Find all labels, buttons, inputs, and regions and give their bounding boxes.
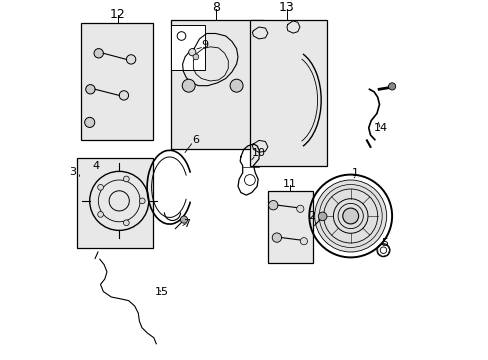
Text: 5: 5 xyxy=(381,238,387,248)
Bar xyxy=(170,20,264,149)
Circle shape xyxy=(126,55,136,64)
Circle shape xyxy=(84,117,95,127)
Circle shape xyxy=(230,79,243,92)
Circle shape xyxy=(296,205,303,212)
Text: 9: 9 xyxy=(201,40,208,50)
Bar xyxy=(170,25,204,70)
Circle shape xyxy=(85,85,95,94)
Circle shape xyxy=(188,49,196,56)
Circle shape xyxy=(272,233,281,242)
Text: 8: 8 xyxy=(212,1,220,14)
Circle shape xyxy=(318,212,326,221)
Bar xyxy=(77,158,152,248)
Text: 13: 13 xyxy=(278,1,294,14)
Circle shape xyxy=(123,220,129,226)
Circle shape xyxy=(268,201,277,210)
Circle shape xyxy=(98,184,103,190)
Circle shape xyxy=(387,83,395,90)
Text: 2: 2 xyxy=(308,211,315,221)
Text: 3: 3 xyxy=(69,167,76,177)
Text: 10: 10 xyxy=(251,148,265,158)
Circle shape xyxy=(342,208,358,224)
Circle shape xyxy=(94,49,103,58)
Text: 6: 6 xyxy=(192,135,199,145)
Text: 14: 14 xyxy=(373,123,387,133)
Circle shape xyxy=(98,212,103,217)
Circle shape xyxy=(193,54,199,60)
Circle shape xyxy=(119,91,128,100)
Circle shape xyxy=(123,176,129,182)
Bar xyxy=(249,20,326,166)
Text: 7: 7 xyxy=(182,219,189,229)
Text: 12: 12 xyxy=(110,8,125,21)
Circle shape xyxy=(314,180,386,252)
Text: 4: 4 xyxy=(92,161,100,171)
Bar xyxy=(81,23,152,140)
Text: 1: 1 xyxy=(351,168,358,178)
Circle shape xyxy=(139,198,145,204)
Text: 15: 15 xyxy=(154,287,168,297)
Circle shape xyxy=(182,79,195,92)
Circle shape xyxy=(300,238,307,245)
Circle shape xyxy=(180,216,187,223)
Bar xyxy=(267,191,312,263)
Text: 11: 11 xyxy=(283,179,297,189)
